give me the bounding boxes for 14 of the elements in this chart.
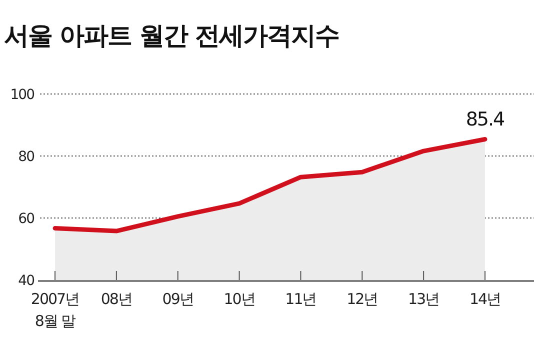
x-tick-label: 11년 — [285, 290, 316, 308]
y-tick-label: 40 — [18, 273, 34, 289]
x-tick-label: 13년 — [408, 290, 440, 308]
x-tick-label: 2007년 8월 말 — [30, 290, 80, 330]
y-tick-label: 80 — [18, 149, 34, 165]
y-tick-label: 60 — [18, 211, 34, 227]
x-tick-label: 08년 — [100, 290, 132, 308]
x-tick-label: 10년 — [224, 290, 255, 308]
x-tick-label: 14년 — [469, 290, 501, 308]
x-tick-label: 09년 — [162, 290, 194, 308]
data-label: 85.4 — [466, 108, 506, 130]
y-tick-label: 100 — [10, 87, 34, 103]
chart-title: 서울 아파트 월간 전세가격지수 — [4, 21, 340, 50]
x-tick-label: 12년 — [346, 290, 378, 308]
